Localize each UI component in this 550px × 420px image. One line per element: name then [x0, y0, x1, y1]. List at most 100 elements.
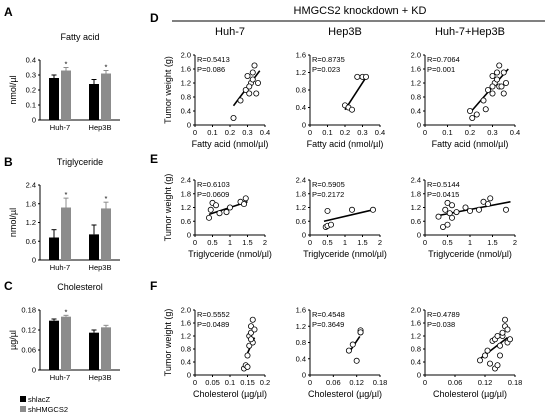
y-tick-label: 0 — [187, 231, 191, 240]
y-tick-label: 1.6 — [181, 319, 191, 328]
chart-title: Fatty acid — [60, 32, 99, 42]
stat-label: P=0.3649 — [312, 320, 344, 329]
y-tick-label: 1.2 — [296, 68, 306, 77]
data-point — [469, 115, 476, 122]
data-point — [205, 214, 212, 221]
data-point — [254, 80, 261, 87]
data-point — [249, 316, 256, 323]
stat-label: R=0.7064 — [427, 55, 460, 64]
y-tick-label: 0.8 — [411, 93, 421, 102]
bar-shhmgcs2 — [61, 316, 71, 370]
data-point — [493, 69, 500, 76]
y-tick-label: 0.6 — [296, 217, 306, 226]
x-tick-label: 0.4 — [260, 128, 270, 137]
y-tick-label: 1.8 — [411, 189, 421, 198]
data-point — [501, 316, 508, 323]
y-axis-label: nmol/µl — [8, 208, 18, 237]
x-tick-label: 0.06 — [326, 378, 341, 387]
x-tick-label: 0.2 — [260, 378, 270, 387]
x-tick-label: 1 — [468, 238, 472, 247]
chart-f1: 0 0.4 0.8 1.2 1.6 2.0 Tumor weight (g) 0 0.05 0.1… — [163, 306, 270, 400]
y-tick-label: 0.6 — [26, 237, 36, 246]
y-tick-label: 1.2 — [296, 203, 306, 212]
x-tick-label: 0.5 — [322, 238, 332, 247]
chart-d1: Huh-7 0 0.4 0.8 1.2 1.6 2.0 Tumor weight (g) 0 0.… — [163, 26, 270, 149]
data-point — [237, 97, 244, 104]
chart-title: Hep3B — [328, 26, 362, 38]
stat-label: R=0.4789 — [427, 310, 460, 319]
data-point — [444, 221, 451, 228]
data-point — [349, 341, 356, 348]
data-point — [324, 207, 331, 214]
data-point — [494, 332, 501, 339]
chart-e2: 0 0.6 1.2 1.8 2.4 0 0.5 1 1.5 2 Triglyceride (nmol… — [296, 176, 387, 260]
chart-f2: 0 0.4 0.8 1.2 1.6 0 0.06 0.12 0.18 Cholesterol (µ… — [296, 306, 388, 400]
bar-shhmgcs2 — [101, 327, 111, 370]
y-axis-label: µg/µl — [8, 330, 18, 350]
data-point — [244, 363, 251, 370]
y-tick-label: 1.8 — [26, 199, 36, 208]
bar-shlacz — [49, 320, 59, 370]
y-tick-label: 0.8 — [296, 338, 306, 347]
data-point — [506, 336, 513, 343]
y-tick-label: 1.2 — [181, 332, 191, 341]
data-point — [216, 210, 223, 217]
stat-label: R=0.5552 — [197, 310, 230, 319]
x-tick-label: 0 — [193, 128, 197, 137]
y-tick-label: 0.4 — [26, 56, 36, 65]
x-tick-label: Huh-7 — [50, 373, 70, 382]
bar-shlacz — [49, 237, 59, 260]
y-tick-label: 1.2 — [181, 203, 191, 212]
y-tick-label: 0.1 — [26, 101, 36, 110]
significance-mark: * — [105, 194, 108, 203]
data-point — [466, 108, 473, 115]
chart-a: Fatty acid 0 0.1 0.2 0.3 0.4 nmol/µl Huh-7 * Hep3… — [8, 32, 120, 132]
x-tick-label: 0 — [423, 378, 427, 387]
panel-letter-e: E — [150, 152, 158, 166]
data-point — [496, 342, 503, 349]
x-tick-label: 0.4 — [510, 128, 520, 137]
x-tick-label: 0 — [308, 238, 312, 247]
y-tick-label: 2.0 — [411, 51, 421, 60]
stat-label: P=0.0609 — [197, 190, 229, 199]
x-axis-label: Triglyceride (nmol/µl) — [188, 249, 272, 259]
x-tick-label: 0 — [193, 238, 197, 247]
x-tick-label: 0.18 — [508, 378, 523, 387]
y-tick-label: 0 — [32, 116, 36, 125]
stat-label: P=0.001 — [427, 65, 455, 74]
x-tick-label: 0 — [423, 238, 427, 247]
x-tick-label: Hep3B — [89, 263, 112, 272]
data-point — [353, 357, 360, 364]
y-tick-label: 2.0 — [181, 51, 191, 60]
y-tick-label: 0.06 — [21, 346, 36, 355]
y-tick-label: 0.4 — [296, 103, 306, 112]
x-tick-label: 1.5 — [242, 238, 252, 247]
y-tick-label: 1.6 — [411, 65, 421, 74]
data-point — [327, 221, 334, 228]
stat-label: P=0.0415 — [427, 190, 459, 199]
y-tick-label: 0.6 — [181, 217, 191, 226]
legend-label-shlacz: shlacZ — [28, 395, 51, 404]
x-tick-label: 0.15 — [240, 378, 255, 387]
chart-d2: Hep3B 0 0.4 0.8 1.2 1.6 0 0.1 0.2 0.3 0.4 Fatty aci… — [296, 26, 386, 149]
data-point — [481, 352, 488, 359]
data-point — [435, 213, 442, 220]
x-tick-label: 2 — [263, 238, 267, 247]
y-tick-label: 0 — [417, 231, 421, 240]
data-point — [494, 362, 501, 369]
significance-mark: * — [65, 190, 68, 199]
y-tick-label: 0.4 — [181, 358, 191, 367]
x-tick-label: 0.2 — [340, 128, 350, 137]
x-tick-label: 0.12 — [478, 378, 493, 387]
y-axis-label: nmol/µl — [8, 75, 18, 104]
data-point — [249, 76, 256, 83]
x-tick-label: 0 — [193, 378, 197, 387]
x-tick-label: 0 — [308, 378, 312, 387]
data-point — [354, 73, 361, 80]
charts-layer: Fatty acid 0 0.1 0.2 0.3 0.4 nmol/µl Huh-7 * Hep3… — [8, 26, 522, 399]
y-tick-label: 1.6 — [296, 51, 306, 60]
y-tick-label: 0.4 — [411, 107, 421, 116]
y-tick-label: 1.2 — [411, 203, 421, 212]
chart-title: Triglyceride — [57, 157, 103, 167]
